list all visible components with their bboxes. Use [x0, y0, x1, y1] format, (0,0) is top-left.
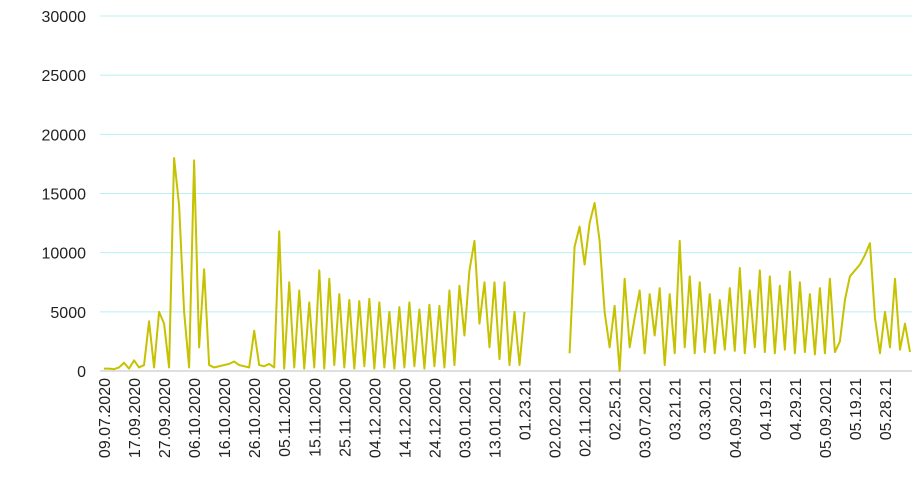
y-tick-label: 30000	[42, 9, 87, 26]
data-line	[104, 157, 911, 372]
x-tick-label: 04.19.21	[758, 378, 775, 440]
y-tick-label: 20000	[42, 127, 87, 144]
x-tick-label: 25.11.2020	[337, 378, 354, 457]
x-tick-label: 05.09.2021	[818, 378, 835, 458]
x-tick-label: 01.23.21	[518, 378, 535, 440]
x-tick-label: 16.10.2020	[217, 378, 234, 458]
x-tick-label: 15.11.2020	[307, 378, 324, 457]
x-tick-label: 02.11.2021	[578, 378, 595, 457]
x-tick-label: 05.11.2020	[277, 378, 294, 457]
x-tick-label: 24.12.2020	[427, 378, 444, 458]
x-tick-label: 02.25.21	[608, 378, 625, 440]
x-tick-label: 09.07.2020	[97, 378, 114, 458]
x-tick-label: 04.29.21	[788, 378, 805, 440]
x-tick-label: 04.12.2020	[367, 378, 384, 458]
x-tick-label: 03.07.2021	[638, 378, 655, 458]
y-tick-label: 0	[77, 364, 86, 381]
x-tick-label: 03.21.21	[668, 378, 685, 440]
x-tick-label: 26.10.2020	[247, 378, 264, 458]
y-tick-label: 5000	[50, 305, 86, 322]
x-tick-label: 03.01.2021	[457, 378, 474, 458]
x-tick-label: 05.28.21	[878, 378, 895, 440]
x-tick-label: 03.30.21	[698, 378, 715, 440]
x-tick-label: 27.09.2020	[157, 378, 174, 458]
x-tick-label: 14.12.2020	[397, 378, 414, 458]
x-tick-label: 17.09.2020	[127, 378, 144, 458]
y-tick-label: 10000	[42, 246, 87, 263]
x-tick-label: 05.19.21	[848, 378, 865, 440]
x-tick-label: 13.01.2021	[487, 378, 504, 458]
x-tick-label: 02.02.2021	[548, 378, 565, 458]
x-tick-label: 04.09.2021	[728, 378, 745, 458]
y-tick-label: 25000	[42, 68, 87, 85]
x-tick-label: 06.10.2020	[187, 378, 204, 458]
y-tick-label: 15000	[42, 187, 87, 204]
